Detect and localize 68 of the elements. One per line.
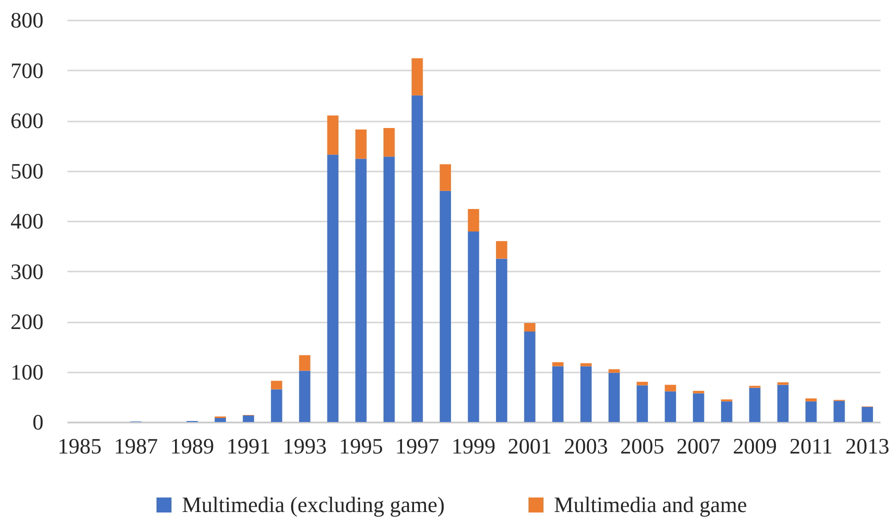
bar [692,393,704,422]
legend-label: Multimedia and game [554,492,748,517]
bar [552,366,564,422]
bar [664,384,676,392]
bar [355,158,367,422]
bar [636,382,648,386]
y-tick-label: 100 [10,359,44,384]
bar [580,366,592,422]
x-tick-label: 1991 [226,434,270,458]
x-tick-label: 1989 [170,434,214,458]
bar [692,390,704,394]
y-tick-label: 700 [10,58,44,83]
bar [468,208,480,232]
bar [270,380,282,390]
bar [552,362,564,366]
bar [355,130,367,159]
bar [636,385,648,422]
bar [327,154,338,422]
bar [777,382,789,385]
bar [721,401,732,422]
bar [412,95,423,422]
x-tick-label: 2009 [732,434,777,458]
y-tick-label: 200 [10,309,44,334]
bar [327,115,338,155]
bar [383,128,395,157]
bar [664,391,676,422]
y-tick-label: 600 [10,108,44,133]
bar [608,372,620,422]
y-tick-label: 800 [10,8,44,32]
x-tick-label: 2001 [508,434,552,458]
bar [214,418,226,422]
x-tick-label: 1985 [58,434,102,458]
bar [412,58,423,96]
bar [524,323,536,332]
bar [580,363,592,366]
bar [440,190,451,422]
x-tick-label: 2003 [564,434,608,458]
legend-label: Multimedia (excluding game) [182,492,445,517]
bar [270,389,282,422]
x-tick-label: 2011 [789,434,833,458]
bar [299,370,310,422]
bar [777,384,789,422]
y-tick-label: 300 [10,258,44,284]
y-tick-label: 400 [10,208,44,234]
bar [468,232,480,422]
bar [496,241,508,259]
x-tick-label: 1999 [452,434,496,458]
bar [805,401,817,422]
bar [749,388,760,422]
bar [608,369,620,373]
bar [242,415,254,422]
y-tick-label: 500 [10,158,44,184]
bar [834,400,845,422]
bar [805,398,817,402]
bar [383,156,395,422]
bar [862,406,873,422]
bar [299,355,310,371]
y-tick-label: 0 [32,410,44,434]
x-tick-label: 1993 [282,434,327,458]
x-tick-label: 1995 [338,434,383,458]
x-tick-label: 2005 [620,434,664,458]
bar [496,258,508,422]
x-tick-label: 1987 [114,434,158,458]
x-tick-label: 2013 [845,434,889,458]
x-tick-label: 1997 [395,434,440,458]
bar [524,332,536,422]
x-tick-label: 2007 [676,434,721,458]
bar [440,164,451,191]
